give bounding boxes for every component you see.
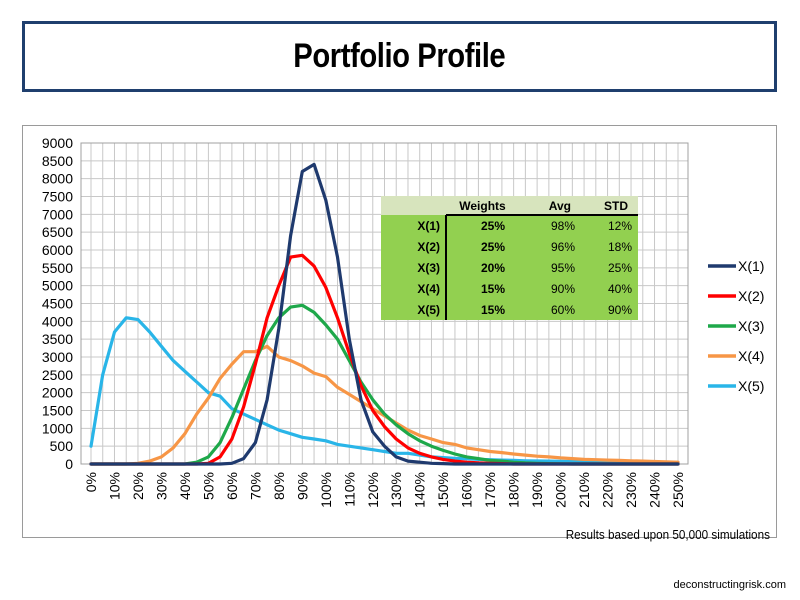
x-tick-label: 10% [106,472,122,500]
legend-label: X(1) [738,258,764,274]
plot-border [80,142,689,465]
table-cell: 60% [551,303,575,317]
table-header-bg [381,196,638,215]
x-tick-label: 170% [482,472,498,508]
y-tick-label: 9000 [42,135,73,151]
table-cell: 25% [481,219,505,233]
table-cell: 98% [551,219,575,233]
table-row-label: X(2) [417,240,440,254]
y-tick-label: 4500 [42,296,73,312]
portfolio-chart: 0500100015002000250030003500400045005000… [42,135,765,508]
y-tick-label: 1500 [42,403,73,419]
stats-table: Weights Avg STD X(1) 25% 98% 12% X(2) 25% 96% 18% X… [381,196,638,320]
table-row-label: X(5) [417,303,440,317]
table-cell: 25% [481,240,505,254]
x-tick-label: 150% [435,472,451,508]
x-tick-label: 70% [247,472,263,500]
legend-label: X(5) [738,378,764,394]
x-tick-label: 230% [623,472,639,508]
y-tick-label: 3500 [42,331,73,347]
x-tick-label: 20% [130,472,146,500]
page-title: Portfolio Profile [293,37,506,75]
legend-label: X(2) [738,288,764,304]
y-tick-label: 2000 [42,385,73,401]
y-tick-label: 500 [50,438,74,454]
x-tick-label: 50% [200,472,216,500]
table-header-cell: Avg [549,199,571,213]
x-tick-label: 80% [271,472,287,500]
x-tick-label: 180% [506,472,522,508]
table-cell: 18% [608,240,632,254]
x-tick-label: 210% [576,472,592,508]
table-header-cell: STD [604,199,628,213]
y-tick-label: 0 [65,456,73,472]
y-tick-label: 7000 [42,206,73,222]
y-tick-label: 5500 [42,260,73,276]
x-tick-label: 120% [365,472,381,508]
table-body-bg [381,215,638,320]
x-tick-label: 200% [553,472,569,508]
y-tick-label: 5000 [42,278,73,294]
chart-frame: 0 500 1000 1500 2000 2500 3000 3500 4000 4500 5000… [22,125,777,538]
title-box: Portfolio Profile [22,21,777,92]
y-tick-label: 4000 [42,313,73,329]
x-tick-label: 130% [388,472,404,508]
site-credit: deconstructingrisk.com [673,579,787,591]
table-cell: 15% [481,282,505,296]
x-tick-label: 160% [459,472,475,508]
x-tick-label: 0% [83,472,99,492]
x-tick-label: 40% [177,472,193,500]
footnote: Results based upon 50,000 simulations [565,527,770,542]
x-tick-label: 100% [318,472,334,508]
table-row-label: X(1) [417,219,440,233]
table-cell: 96% [551,240,575,254]
table-cell: 95% [551,261,575,275]
y-tick-label: 8000 [42,171,73,187]
legend-label: X(4) [738,348,764,364]
y-tick-label: 1000 [42,420,73,436]
x-tick-label: 240% [647,472,663,508]
table-cell: 15% [481,303,505,317]
series-line-x5 [89,316,680,465]
x-tick-label: 30% [153,472,169,500]
table-cell: 12% [608,219,632,233]
table-cell: 90% [551,282,575,296]
y-tick-label: 7500 [42,189,73,205]
table-row-label: X(3) [417,261,440,275]
legend-label: X(3) [738,318,764,334]
table-cell: 40% [608,282,632,296]
x-tick-label: 220% [600,472,616,508]
table-cell: 25% [608,261,632,275]
x-tick-label: 190% [529,472,545,508]
y-tick-label: 8500 [42,153,73,169]
table-cell: 20% [481,261,505,275]
series-line-x1 [89,162,680,466]
y-tick-label: 3000 [42,349,73,365]
x-tick-label: 60% [224,472,240,500]
table-header-cell: Weights [459,199,506,213]
x-tick-label: 110% [341,472,357,507]
x-tick-label: 250% [670,472,686,508]
table-cell: 90% [608,303,632,317]
y-tick-label: 2500 [42,367,73,383]
x-tick-label: 90% [294,472,310,500]
table-row-label: X(4) [417,282,440,296]
x-tick-label: 140% [412,472,428,508]
y-tick-label: 6500 [42,224,73,240]
y-tick-label: 6000 [42,242,73,258]
